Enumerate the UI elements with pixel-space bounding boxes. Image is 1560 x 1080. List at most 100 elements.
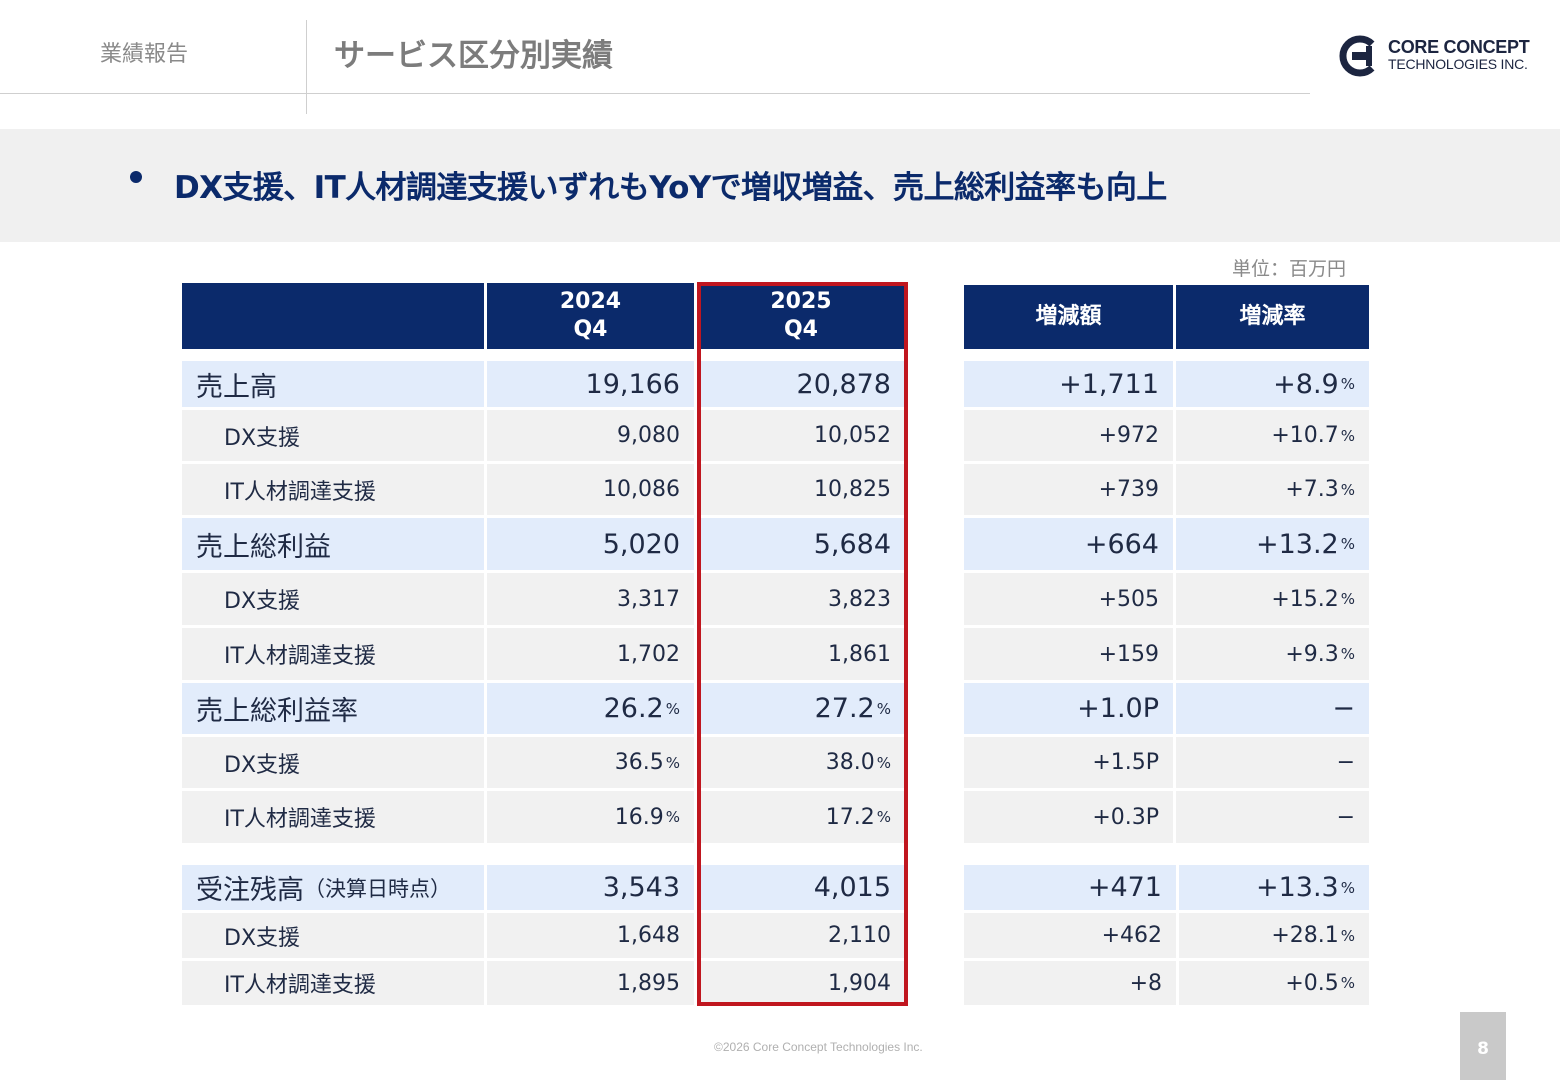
logo-mark-icon [1339, 35, 1375, 77]
v2024-cell: 26.2% [487, 683, 694, 734]
rate-value: +13.2 [1255, 528, 1339, 560]
header-diff: 増減額 [964, 285, 1173, 349]
v2025-cell: 1,904 [697, 961, 905, 1005]
v2025-cell: 5,684 [697, 518, 905, 570]
rate-value: − [1332, 693, 1355, 724]
row-label: 売上総利益率 [182, 683, 484, 734]
v2025-cell: 1,861 [697, 628, 905, 680]
highlight-2025-column [697, 282, 908, 1006]
row-label-note: （決算日時点） [304, 876, 451, 901]
section-label: 業績報告 [100, 42, 189, 67]
rate-value: − [1336, 804, 1355, 830]
v2025-cell: 20,878 [697, 361, 905, 407]
diff-value: +159 [1098, 641, 1159, 667]
rate-unit: % [1340, 926, 1355, 945]
row-label-text: DX支援 [224, 589, 301, 614]
row-label: IT人材調達支援 [182, 961, 484, 1005]
diff-value: +1.0P [1077, 693, 1159, 724]
row-label-text: IT人材調達支援 [224, 644, 376, 669]
header-2025-year: 2025 [770, 289, 832, 314]
diff-cell: +1.0P [964, 683, 1173, 734]
row-label: IT人材調達支援 [182, 628, 484, 680]
row-label: DX支援 [182, 573, 484, 625]
header-2024-year: 2024 [559, 289, 622, 314]
row-label-text: 売上高 [196, 371, 277, 403]
rate-unit: % [1340, 426, 1355, 445]
v2024-cell: 3,317 [487, 573, 694, 625]
diff-cell: +739 [964, 464, 1173, 515]
diff-value: +972 [1098, 423, 1159, 448]
v2024-cell: 19,166 [487, 361, 694, 407]
v2025-value: 2,110 [828, 923, 891, 948]
rate-value: +0.5 [1285, 970, 1339, 996]
v2024-value: 26.2 [603, 693, 664, 724]
row-label: 売上高 [182, 361, 484, 407]
v2025-value: 10,825 [814, 477, 891, 502]
v2025-cell: 27.2% [697, 683, 905, 734]
v2025-value: 17.2 [825, 804, 875, 830]
diff-value: +1.5P [1092, 750, 1159, 775]
row-label-text: DX支援 [224, 425, 301, 451]
v2024-value: 1,702 [617, 641, 680, 667]
v2025-value: 27.2 [814, 693, 875, 724]
row-label-text: 売上総利益率 [196, 696, 358, 727]
rate-cell: +10.7% [1176, 410, 1369, 461]
diff-cell: +8 [964, 961, 1176, 1005]
summary-banner: DX支援、IT人材調達支援いずれもYoYで増収増益、売上総利益率も向上 [0, 129, 1560, 242]
v2024-cell: 16.9% [487, 791, 694, 843]
rate-cell: +15.2% [1176, 573, 1369, 625]
rate-unit: % [1340, 535, 1355, 553]
header-blank [182, 283, 484, 349]
summary-text: DX支援、IT人材調達支援いずれもYoYで増収増益、売上総利益率も向上 [174, 170, 1167, 206]
row-label-text: DX支援 [224, 752, 301, 778]
rate-value: +8.9 [1273, 368, 1339, 400]
page-title: サービス区分別実績 [334, 38, 613, 74]
rate-cell: +7.3% [1176, 464, 1369, 515]
diff-value: +739 [1098, 477, 1159, 502]
v2025-value: 1,904 [828, 970, 891, 996]
rate-value: +13.3 [1255, 872, 1339, 903]
unit-label: 単位：百万円 [1232, 258, 1347, 280]
v2025-cell: 4,015 [697, 865, 905, 910]
v2024-cell: 1,702 [487, 628, 694, 680]
rate-cell: − [1176, 791, 1369, 843]
v2024-value: 1,648 [617, 923, 680, 948]
v2025-cell: 10,052 [697, 410, 905, 461]
v2024-value: 10,086 [603, 477, 680, 502]
v2024-unit: % [665, 808, 680, 826]
v2024-value: 3,543 [602, 872, 680, 903]
rate-cell: − [1176, 683, 1369, 734]
diff-value: +8 [1129, 970, 1162, 996]
diff-cell: +471 [964, 865, 1176, 910]
diff-value: +1,711 [1059, 368, 1159, 400]
v2024-cell: 10,086 [487, 464, 694, 515]
bullet-icon [130, 171, 142, 183]
rate-unit: % [1340, 878, 1355, 897]
row-label: DX支援 [182, 410, 484, 461]
v2025-value: 20,878 [796, 368, 891, 400]
diff-value: +505 [1098, 586, 1159, 612]
v2024-cell: 1,648 [487, 913, 694, 958]
logo-subname: TECHNOLOGIES INC. [1388, 56, 1528, 72]
header-2025-quarter: Q4 [783, 317, 818, 342]
rate-value: +7.3 [1285, 477, 1339, 502]
header-2024q4: 2024 Q4 [487, 283, 694, 349]
row-label: IT人材調達支援 [182, 464, 484, 515]
header-2025q4: 2025 Q4 [697, 283, 905, 349]
v2024-cell: 1,895 [487, 961, 694, 1005]
rate-value: +10.7 [1271, 423, 1339, 448]
diff-value: +664 [1084, 528, 1159, 560]
v2024-value: 1,895 [617, 970, 680, 996]
rate-value: − [1336, 750, 1355, 775]
rate-unit: % [1340, 480, 1355, 499]
rate-cell: +28.1% [1179, 913, 1369, 958]
row-label: DX支援 [182, 737, 484, 788]
row-label: 受注残高 （決算日時点） [182, 865, 484, 910]
v2024-value: 3,317 [617, 586, 680, 612]
diff-value: +462 [1101, 923, 1162, 948]
row-label-text: 売上総利益 [196, 531, 331, 563]
v2025-unit: % [876, 753, 891, 772]
v2024-value: 16.9 [614, 804, 664, 830]
v2024-value: 36.5 [614, 750, 664, 775]
v2025-value: 5,684 [813, 528, 891, 560]
